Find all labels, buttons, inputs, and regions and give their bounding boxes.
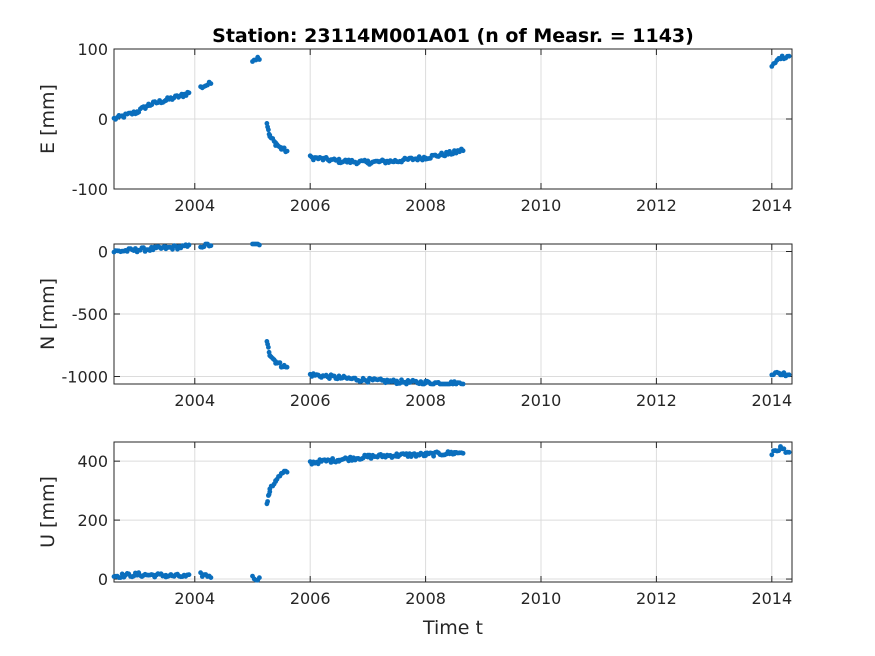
data-point xyxy=(460,450,466,456)
data-point xyxy=(267,489,273,495)
data-point xyxy=(786,449,792,455)
data-point xyxy=(186,242,192,248)
x-tick-label: 2010 xyxy=(521,196,562,215)
x-tick-label: 2014 xyxy=(751,589,792,608)
data-point xyxy=(257,57,262,62)
x-tick-label: 2004 xyxy=(174,391,215,410)
data-point xyxy=(266,127,271,133)
data-points xyxy=(111,53,792,167)
x-tick-label: 2012 xyxy=(636,589,677,608)
data-point xyxy=(431,453,436,459)
x-tick-label: 2012 xyxy=(636,196,677,215)
data-point xyxy=(277,360,283,365)
data-point xyxy=(186,572,192,578)
data-point xyxy=(170,246,175,252)
data-point xyxy=(281,145,287,151)
panel-1: 2004 2006 2008 2010 2012 2014 -100 0 100 E [mm] xyxy=(37,40,793,215)
y-tick-label: 0 xyxy=(98,110,108,129)
data-point xyxy=(336,156,342,162)
y-tick-label: -500 xyxy=(72,305,108,324)
x-tick-label: 2010 xyxy=(521,589,562,608)
data-point xyxy=(781,446,787,452)
x-tick-label: 2014 xyxy=(751,391,792,410)
x-axis-label: Time t xyxy=(422,617,483,639)
data-points xyxy=(111,444,792,583)
x-tick-label: 2012 xyxy=(636,391,677,410)
x-tick-label: 2006 xyxy=(290,196,331,215)
y-tick-label: 400 xyxy=(77,452,108,471)
y-tick-label: -100 xyxy=(72,180,108,199)
x-tick-label: 2010 xyxy=(521,391,562,410)
data-point xyxy=(257,575,262,581)
x-tick-label: 2014 xyxy=(751,196,792,215)
y-tick-label: -1000 xyxy=(62,368,109,387)
data-point xyxy=(284,148,290,154)
data-points xyxy=(111,241,792,387)
x-tick-label: 2004 xyxy=(174,196,215,215)
axes-frame xyxy=(113,441,793,583)
data-point xyxy=(208,575,214,580)
data-point xyxy=(266,344,271,350)
data-point xyxy=(284,364,290,370)
x-tick-label: 2008 xyxy=(405,589,446,608)
data-point xyxy=(327,376,332,381)
chart-title: Station: 23114M001A01 (n of Measr. = 114… xyxy=(212,25,694,47)
y-tick-label: 100 xyxy=(77,40,108,59)
y-axis-label: E [mm] xyxy=(37,84,59,154)
panel-3: 2004 2006 2008 2010 2012 2014 0 200 400 U [mm] xyxy=(37,441,793,608)
data-point xyxy=(265,499,270,504)
y-tick-label: 0 xyxy=(98,570,108,589)
data-point xyxy=(769,452,775,458)
data-point xyxy=(460,381,466,387)
data-point xyxy=(284,469,290,475)
data-point xyxy=(208,81,214,86)
y-tick-label: 0 xyxy=(98,243,108,262)
x-tick-label: 2008 xyxy=(405,196,446,215)
data-point xyxy=(460,148,466,154)
y-axis-label: N [mm] xyxy=(37,278,59,350)
data-point xyxy=(786,372,792,378)
data-point xyxy=(257,242,262,248)
y-tick-label: 200 xyxy=(77,511,108,530)
x-tick-label: 2008 xyxy=(405,391,446,410)
data-point xyxy=(186,90,192,96)
data-point xyxy=(786,53,792,59)
x-tick-label: 2004 xyxy=(174,589,215,608)
y-axis-label: U [mm] xyxy=(37,476,59,548)
data-point xyxy=(208,243,214,249)
x-tick-label: 2006 xyxy=(290,589,331,608)
data-point xyxy=(365,379,371,385)
x-tick-label: 2006 xyxy=(290,391,331,410)
